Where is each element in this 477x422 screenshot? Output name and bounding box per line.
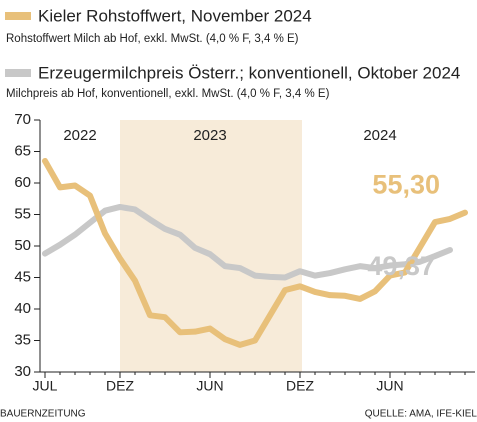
legend-label: Erzeugermilchpreis Österr.; konventionel… — [38, 63, 460, 82]
year-band — [120, 120, 302, 372]
x-tick-label: DEZ — [286, 378, 314, 394]
year-label: 2023 — [193, 127, 226, 144]
y-tick-label: 50 — [14, 237, 31, 254]
source-right: QUELLE: AMA, IFE-KIEL — [365, 409, 477, 420]
value-label: 49,37 — [367, 251, 435, 281]
y-tick-label: 30 — [14, 363, 31, 380]
y-tick-label: 55 — [14, 205, 31, 222]
legend-subtitle: Milchpreis ab Hof, konventionell, exkl. … — [6, 88, 330, 100]
y-tick-label: 60 — [14, 174, 31, 191]
series-line — [42, 203, 453, 281]
legend-label: Kieler Rohstoffwert, November 2024 — [38, 6, 312, 25]
x-tick-label: JUN — [196, 378, 223, 394]
y-tick-label: 70 — [14, 111, 31, 128]
x-tick-label: DEZ — [106, 378, 134, 394]
source-left: BAUERNZEITUNG — [0, 409, 86, 420]
y-tick-label: 65 — [14, 142, 31, 159]
legend-subtitle: Rohstoffwert Milch ab Hof, exkl. MwSt. (… — [6, 33, 299, 45]
legend-swatch — [5, 69, 31, 77]
y-tick-label: 45 — [14, 268, 31, 285]
year-label: 2024 — [363, 127, 396, 144]
series-line — [42, 157, 468, 348]
y-tick-label: 40 — [14, 300, 31, 317]
y-tick-label: 35 — [14, 331, 31, 348]
year-label: 2022 — [63, 127, 96, 144]
legend-swatch — [5, 12, 31, 20]
value-label: 55,30 — [372, 170, 440, 200]
x-tick-label: JUN — [376, 378, 403, 394]
x-tick-label: JUL — [33, 378, 58, 394]
